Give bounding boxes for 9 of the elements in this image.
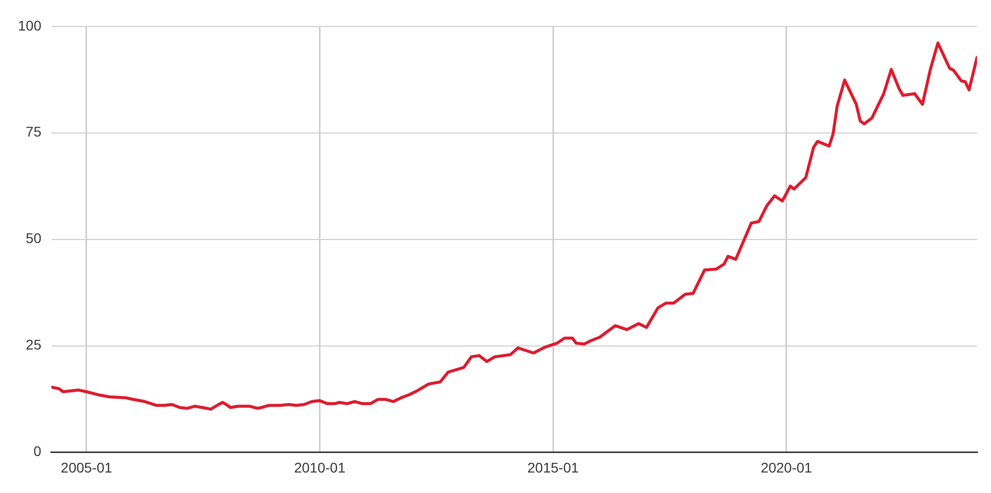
y-tick-label: 0 <box>34 443 42 460</box>
y-tick-label: 25 <box>26 336 42 353</box>
y-tick-label: 50 <box>26 230 42 246</box>
x-tick-label: 2005-01 <box>60 459 112 476</box>
y-tick-label: 75 <box>26 124 42 140</box>
x-tick-label: 2020-01 <box>760 459 812 476</box>
y-tick-label: 100 <box>18 17 42 34</box>
x-tick-label: 2015-01 <box>527 459 579 476</box>
x-tick-label: 2010-01 <box>294 459 346 476</box>
